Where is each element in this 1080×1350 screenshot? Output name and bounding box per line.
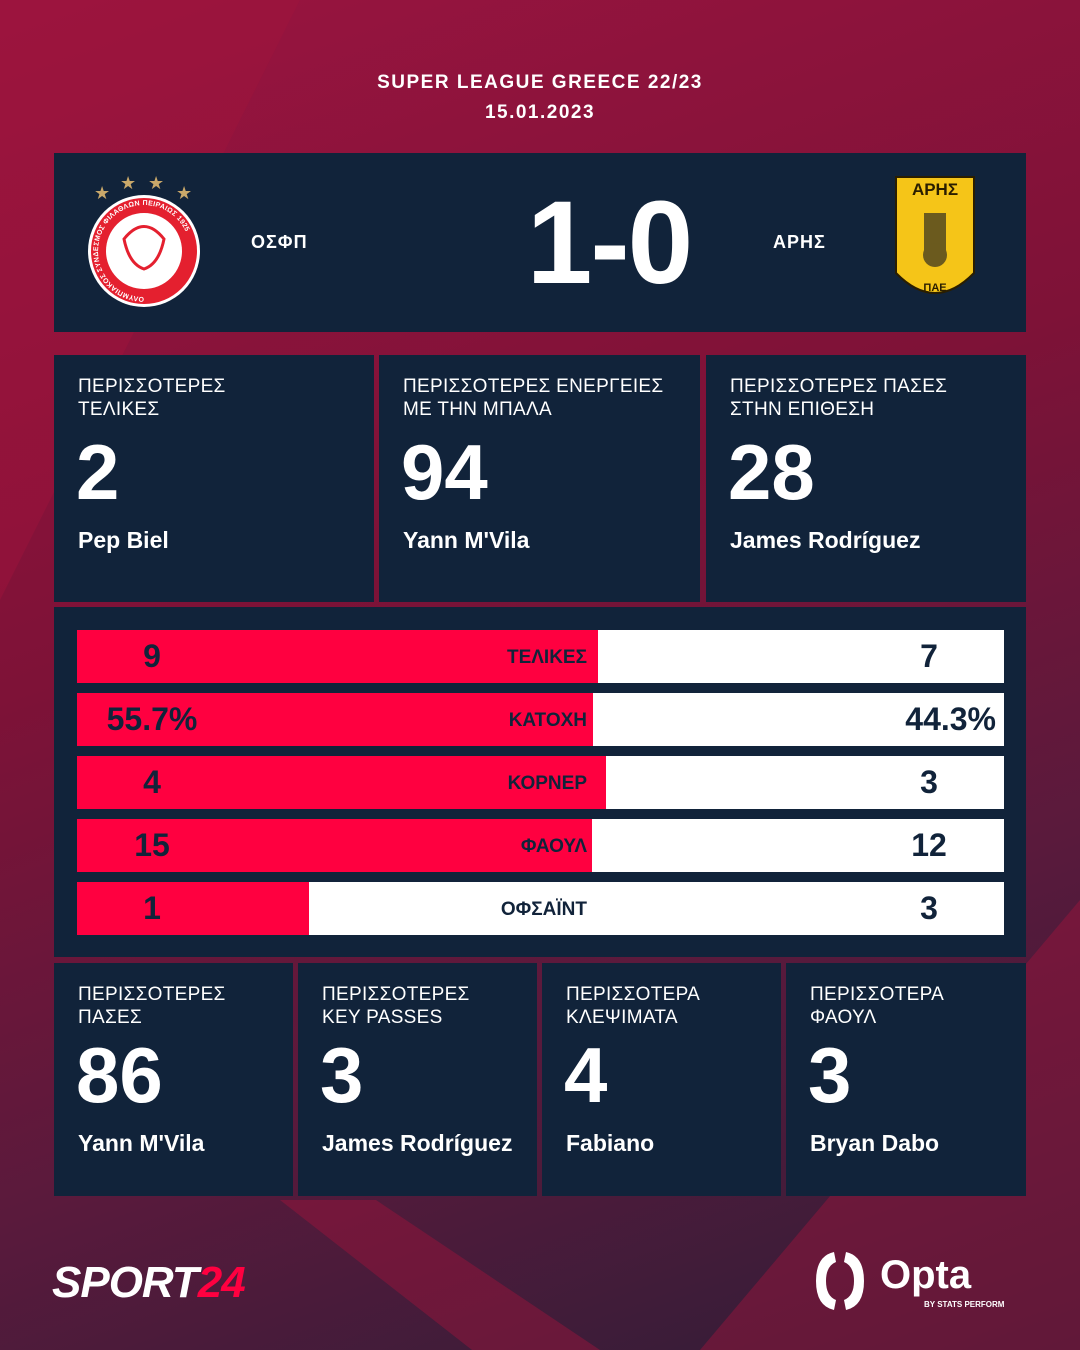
home-share-fill xyxy=(77,819,593,872)
score: 1-0 xyxy=(526,177,694,309)
stat-value: 4 xyxy=(564,1031,608,1119)
stat-label-line: ΠΕΡΙΣΣΟΤΕΡΑ xyxy=(566,984,701,1005)
stat-value: 3 xyxy=(808,1031,852,1119)
sport24-logo-b: 24 xyxy=(197,1258,246,1307)
away-logo-title: ΑΡΗΣ xyxy=(912,180,958,199)
away-team-logo: ΑΡΗΣ ΠΑΕ xyxy=(895,176,975,294)
stat-name: ΚΑΤΟΧΗ xyxy=(508,710,587,731)
player-name: Yann M'Vila xyxy=(403,527,530,553)
stat-card: ΠΕΡΙΣΣΟΤΕΡΕΣ KEY PASSES 3 James Rodríguez xyxy=(298,963,537,1196)
stat-card: ΠΕΡΙΣΣΟΤΕΡΕΣ ΠΑΣΕΣ 86 Yann M'Vila xyxy=(54,963,293,1196)
home-value: 9 xyxy=(143,638,161,674)
opta-logo: Opta BY STATS PERFORM xyxy=(812,1248,1032,1318)
stat-label: ΠΕΡΙΣΣΟΤΕΡΕΣ ΠΑΣΕΣ xyxy=(78,983,226,1029)
home-value: 55.7% xyxy=(106,701,198,737)
stat-label-line: ΣΤΗΝ ΕΠΙΘΕΣΗ xyxy=(730,399,875,420)
home-share-fill xyxy=(77,630,599,683)
home-team-logo: ★ ★ ★ ★ ΟΛΥΜΠΙΑΚΟΣ ΣΥΝΔΕΣΜΟΣ ΦΙΛΑΘΛΩΝ ΠΕΙΡΑ… xyxy=(88,173,200,307)
home-share-fill xyxy=(77,756,607,809)
away-value: 44.3% xyxy=(905,701,996,737)
home-team-name: ΟΣΦΠ xyxy=(251,232,308,252)
away-logo-sub: ΠΑΕ xyxy=(923,282,946,294)
league-title: SUPER LEAGUE GREECE 22/23 xyxy=(377,72,703,93)
stat-bar-row: 15 ΦΑΟΥΛ 12 xyxy=(77,819,1004,872)
stat-label-line: ΠΑΣΕΣ xyxy=(78,1007,143,1028)
svg-text:★: ★ xyxy=(120,173,136,193)
stat-value: 94 xyxy=(401,428,488,516)
stat-card: ΠΕΡΙΣΣΟΤΕΡΕΣ ΕΝΕΡΓΕΙΕΣ ΜΕ ΤΗΝ ΜΠΑΛΑ 94 Ya… xyxy=(379,355,700,602)
stat-value: 3 xyxy=(320,1031,364,1119)
stat-label-line: ΠΕΡΙΣΣΟΤΕΡΕΣ xyxy=(78,984,226,1005)
player-name: Pep Biel xyxy=(78,527,169,553)
stat-name: ΤΕΛΙΚΕΣ xyxy=(506,647,587,668)
player-name: James Rodríguez xyxy=(322,1130,513,1156)
stat-label-line: ΠΕΡΙΣΣΟΤΕΡΕΣ xyxy=(78,376,226,397)
stat-label-line: ΦΑΟΥΛ xyxy=(810,1007,877,1028)
stat-bar-row: 9 ΤΕΛΙΚΕΣ 7 xyxy=(77,630,1004,683)
stat-card: ΠΕΡΙΣΣΟΤΕΡΕΣ ΠΑΣΕΣ ΣΤΗΝ ΕΠΙΘΕΣΗ 28 James … xyxy=(706,355,1026,602)
away-value: 3 xyxy=(920,890,938,926)
player-name: Yann M'Vila xyxy=(78,1130,205,1156)
stat-bar-row: 4 ΚΟΡΝΕΡ 3 xyxy=(77,756,1004,809)
home-value: 4 xyxy=(143,764,161,800)
match-header: SUPER LEAGUE GREECE 22/23 15.01.2023 xyxy=(0,68,1080,128)
stat-label-line: ΠΕΡΙΣΣΟΤΕΡΕΣ xyxy=(322,984,470,1005)
stat-bar-row: 55.7% ΚΑΤΟΧΗ 44.3% xyxy=(77,693,1004,746)
home-share-fill xyxy=(77,693,594,746)
home-value: 1 xyxy=(143,890,161,926)
player-name: Bryan Dabo xyxy=(810,1130,940,1156)
scoreboard: ★ ★ ★ ★ ΟΛΥΜΠΙΑΚΟΣ ΣΥΝΔΕΣΜΟΣ ΦΙΛΑΘΛΩΝ ΠΕΙΡΑ… xyxy=(54,153,1026,332)
svg-text:★: ★ xyxy=(94,183,110,203)
home-value: 15 xyxy=(134,827,170,863)
player-name: James Rodríguez xyxy=(730,527,921,553)
sport24-logo: SPORT24 xyxy=(52,1258,246,1308)
stat-label-line: KEY PASSES xyxy=(322,1007,443,1028)
match-date: 15.01.2023 xyxy=(484,102,596,123)
stat-card: ΠΕΡΙΣΣΟΤΕΡΑ ΦΑΟΥΛ 3 Bryan Dabo xyxy=(786,963,1026,1196)
away-value: 12 xyxy=(911,827,947,863)
stat-card: ΠΕΡΙΣΣΟΤΕΡΕΣ ΤΕΛΙΚΕΣ 2 Pep Biel xyxy=(54,355,374,602)
stat-name: ΚΟΡΝΕΡ xyxy=(507,773,587,794)
stat-label: ΠΕΡΙΣΣΟΤΕΡΕΣ KEY PASSES xyxy=(322,983,470,1029)
stat-value: 86 xyxy=(76,1031,163,1119)
stat-label-line: ΠΕΡΙΣΣΟΤΕΡΕΣ ΠΑΣΕΣ xyxy=(730,376,948,397)
stat-bar-row: 1 ΟΦΣΑΪΝΤ 3 xyxy=(77,882,1004,935)
stat-label: ΠΕΡΙΣΣΟΤΕΡΕΣ ΠΑΣΕΣ ΣΤΗΝ ΕΠΙΘΕΣΗ xyxy=(730,375,947,421)
stat-value: 2 xyxy=(76,428,120,516)
stat-name: ΟΦΣΑΪΝΤ xyxy=(500,899,587,920)
opta-sub: BY STATS PERFORM xyxy=(924,1300,1005,1309)
stat-label-line: ΠΕΡΙΣΣΟΤΕΡΕΣ ΕΝΕΡΓΕΙΕΣ xyxy=(403,376,664,397)
away-value: 7 xyxy=(920,638,938,674)
stat-label: ΠΕΡΙΣΣΟΤΕΡΑ ΦΑΟΥΛ xyxy=(810,983,944,1029)
stat-label-line: ΤΕΛΙΚΕΣ xyxy=(78,399,160,420)
home-share-fill xyxy=(77,882,309,935)
away-team-name: ΑΡΗΣ xyxy=(773,232,826,252)
stat-label-line: ΜΕ ΤΗΝ ΜΠΑΛΑ xyxy=(403,399,552,420)
bg-shape xyxy=(280,1200,600,1350)
svg-text:★: ★ xyxy=(148,173,164,193)
svg-text:★: ★ xyxy=(176,183,192,203)
stat-value: 28 xyxy=(728,428,815,516)
stat-card: ΠΕΡΙΣΣΟΤΕΡΑ ΚΛΕΨΙΜΑΤΑ 4 Fabiano xyxy=(542,963,781,1196)
stat-label-line: ΠΕΡΙΣΣΟΤΕΡΑ xyxy=(810,984,945,1005)
opta-wordmark: Opta xyxy=(880,1253,972,1297)
stat-label: ΠΕΡΙΣΣΟΤΕΡΑ ΚΛΕΨΙΜΑΤΑ xyxy=(566,983,700,1029)
opta-icon xyxy=(816,1252,864,1310)
stat-label-line: ΚΛΕΨΙΜΑΤΑ xyxy=(566,1007,678,1028)
away-value: 3 xyxy=(920,764,938,800)
sport24-logo-a: SPORT xyxy=(52,1258,199,1307)
stat-label: ΠΕΡΙΣΣΟΤΕΡΕΣ ΕΝΕΡΓΕΙΕΣ ΜΕ ΤΗΝ ΜΠΑΛΑ xyxy=(403,375,663,421)
player-name: Fabiano xyxy=(566,1130,655,1156)
stat-label: ΠΕΡΙΣΣΟΤΕΡΕΣ ΤΕΛΙΚΕΣ xyxy=(78,375,226,421)
stat-name: ΦΑΟΥΛ xyxy=(520,836,587,857)
